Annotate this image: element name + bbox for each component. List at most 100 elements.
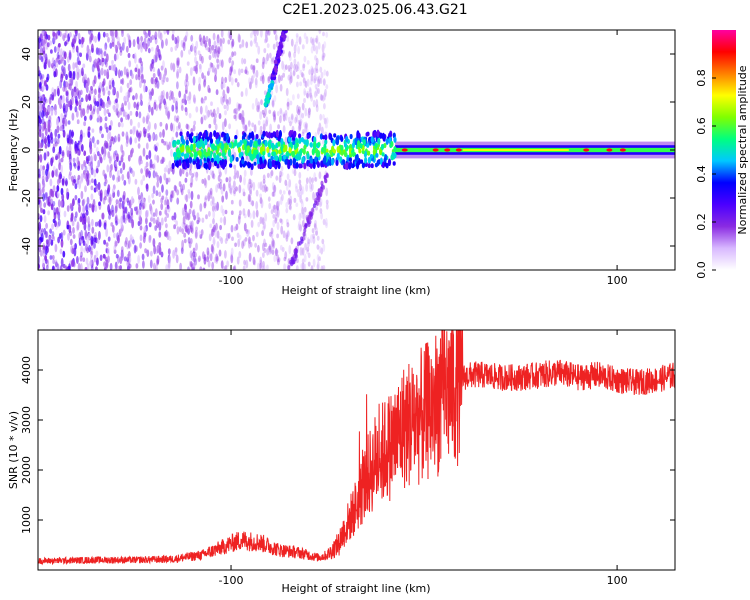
spectrogram-cell [167,248,171,255]
doppler-band-cell [351,151,355,158]
spectrogram-cell [316,264,320,270]
spectrogram-cell [299,246,303,256]
spectrogram-cell [94,205,98,212]
spectrogram-cell [60,157,64,163]
spectrogram-cell [39,250,43,257]
colorbar-tick-label: 0.8 [695,69,708,87]
spectrogram-cell [96,100,100,108]
spectrogram-cell [265,186,269,192]
spectrogram-cell [145,210,148,219]
spectrogram-cell [131,236,135,243]
spectrogram-cell [271,240,274,250]
spectrogram-cell [188,99,191,104]
spectrogram-cell [83,222,87,231]
spectrogram-cell [224,249,227,259]
spectrogram-cell [159,32,163,41]
spectrogram-cell [163,172,167,181]
spectrogram-cell [315,62,318,72]
spectrogram-cell [325,203,329,210]
spectrogram-cell [148,89,152,96]
spectrogram-cell [308,86,312,92]
spectrogram-cell [178,180,182,188]
doppler-band-cell [188,156,193,164]
spectrogram-cell [62,94,65,104]
spectrogram-cell [249,77,253,85]
spectrogram-cell [42,258,45,268]
spectrogram-cell [251,30,255,35]
doppler-band-cell [201,143,206,150]
spectrogram-cell [208,210,211,217]
spectrogram-cell [121,251,124,261]
spectrogram-cell [167,263,171,270]
spectrogram-cell [156,154,160,163]
spectrogram-cell [264,38,267,44]
spectrogram-cell [82,257,86,262]
spectrogram-cell [68,144,72,154]
spectrogram-cell [238,199,242,207]
spectrogram-cell [171,30,175,36]
spectrogram-cell [80,97,84,103]
spectrogram-cell [121,122,124,128]
spectrogram-cell [237,215,241,225]
doppler-band-cell [198,149,202,157]
spectrogram-cell [197,194,200,200]
spectrogram-cell [233,69,237,75]
spectrogram-cell [292,213,296,221]
spectrogram-cell [284,64,288,70]
spectrogram-cell [219,38,223,47]
spectrogram-cell [137,208,141,215]
spectrogram-cell [298,121,302,131]
spectrogram-cell [301,112,305,119]
doppler-band-cell [175,160,179,168]
spectrogram-cell [242,117,246,125]
spectrogram-cell [154,34,157,41]
spectrogram-cell [85,156,89,162]
spectrogram-cell [134,67,138,73]
spectrogram-cell [121,173,125,181]
spectrogram-cell [89,103,93,112]
spectrogram-cell [264,242,268,248]
spectrogram-cell [60,164,63,174]
spectrogram-cell [140,61,144,66]
spectrogram-cell [184,35,188,42]
snr-x-axis-label: Height of straight line (km) [281,582,430,595]
spectrogram-cell [105,126,109,133]
spectrogram-cell [83,73,87,81]
spectrogram-cell [300,198,304,204]
spectrogram-cell [233,114,237,120]
spectrogram-cell [111,188,115,193]
spectrogram-cell [61,150,65,159]
spectrogram-cell [174,45,178,51]
spectrogram-cell [176,115,180,121]
spectrogram-cell [188,208,192,215]
doppler-band-cell [183,161,187,167]
spectrogram-cell [181,227,185,235]
spectrogram-cell [265,36,268,43]
spectrogram-cell [143,83,147,93]
doppler-band-cell [193,151,197,160]
spectrogram-cell [248,195,252,203]
spectrogram-cell [158,221,162,231]
spectrogram-cell [156,44,160,52]
spectrogram-cell [171,189,175,199]
spectrogram-cell [81,199,85,207]
spectrogram-cell [99,48,103,55]
spectrogram-cell [154,145,158,152]
spectrogram-cell [132,170,135,178]
spectrogram-cell [267,30,271,36]
spectrogram-cell [288,179,292,188]
spectrogram-cell [94,221,98,227]
spectrogram-cell [90,245,94,251]
spectrogram-cell [314,90,317,98]
spectrogram-cell [45,174,49,183]
spectrogram-cell [100,67,104,76]
spectrogram-cell [322,113,325,120]
spectrogram-cell [87,131,91,138]
spectrogram-cell [51,190,55,198]
spectrogram-cell [238,184,242,194]
spectrogram-cell [105,259,109,269]
spectrogram-cell [315,230,318,236]
spectrogram-cell [248,236,251,245]
spectrogram-cell [90,167,94,176]
spectrogram-cell [107,184,111,193]
